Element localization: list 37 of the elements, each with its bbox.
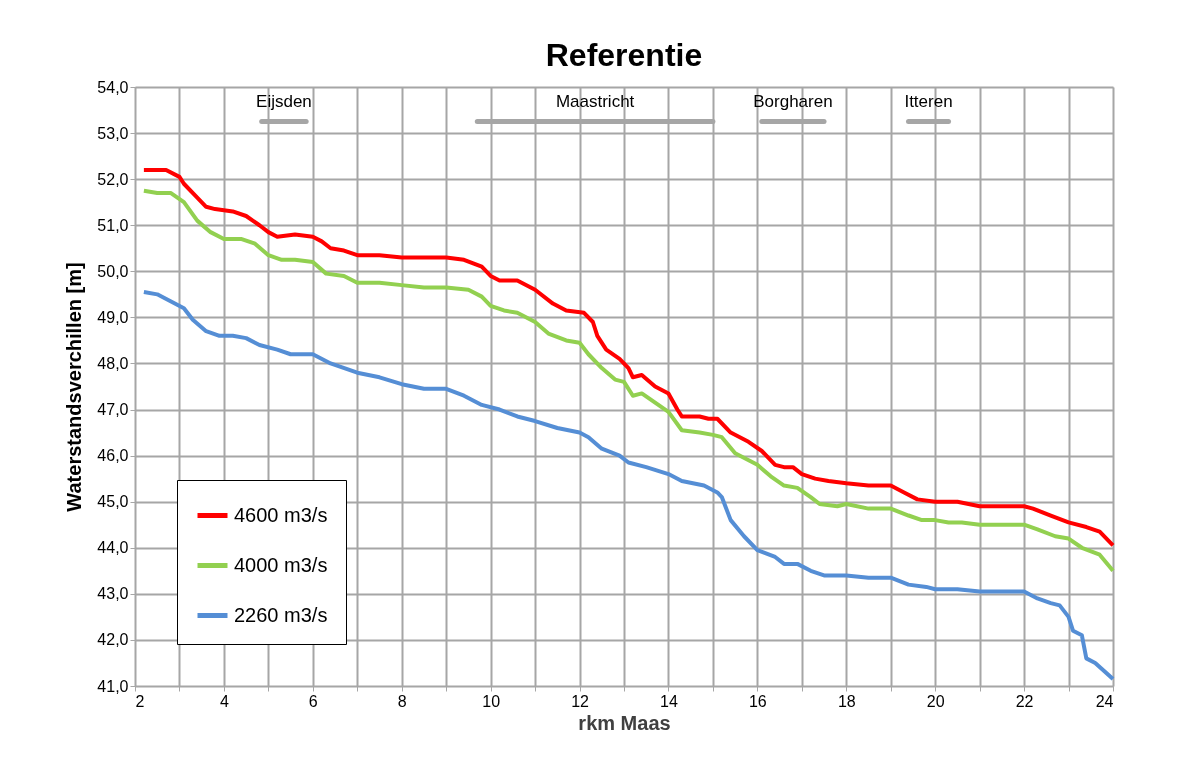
x-tick-label: 18 <box>837 692 856 710</box>
y-tick-label: 42,0 <box>97 631 129 649</box>
x-tick-label: 6 <box>308 692 318 710</box>
y-tick-label: 51,0 <box>97 216 129 234</box>
series-label: Eijsden <box>256 91 312 111</box>
legend-label: 4000 m3/s <box>234 553 328 576</box>
x-tick-label: 22 <box>1015 692 1034 710</box>
series-label: Borgharen <box>753 91 833 111</box>
y-tick-label: 44,0 <box>97 539 129 557</box>
x-axis-title: rkm Maas <box>578 711 671 734</box>
x-tick-label: 14 <box>660 692 678 710</box>
line-series <box>141 290 1115 682</box>
y-tick-label: 46,0 <box>97 447 129 465</box>
series-label: Itteren <box>904 91 953 111</box>
y-tick-label: 43,0 <box>97 585 129 603</box>
legend-label: 4600 m3/s <box>234 503 328 526</box>
x-tick-label: 8 <box>397 692 407 710</box>
y-tick-label: 41,0 <box>97 677 129 695</box>
x-tick-label: 10 <box>482 692 501 710</box>
x-tick-label: 20 <box>926 692 945 710</box>
x-tick-label: 4 <box>219 692 229 710</box>
y-tick-label: 53,0 <box>97 124 129 142</box>
y-tick-label: 50,0 <box>97 262 129 280</box>
y-tick-label: 52,0 <box>97 170 129 188</box>
legend-label: 2260 m3/s <box>234 603 328 626</box>
x-tick-label: 2 <box>135 692 145 710</box>
x-tick-label: 24 <box>1095 692 1114 710</box>
chart-title: Referentie <box>545 37 703 73</box>
y-axis-title: Waterstandsverchillen [m] <box>63 262 86 512</box>
y-tick-label: 48,0 <box>97 354 129 372</box>
y-tick-label: 54,0 <box>97 78 129 96</box>
x-tick-label: 16 <box>748 692 767 710</box>
x-tick-label: 12 <box>571 692 590 710</box>
y-tick-label: 49,0 <box>97 308 129 326</box>
y-tick-label: 47,0 <box>97 401 129 419</box>
series-label: Maastricht <box>555 91 635 111</box>
y-tick-label: 45,0 <box>97 493 129 511</box>
